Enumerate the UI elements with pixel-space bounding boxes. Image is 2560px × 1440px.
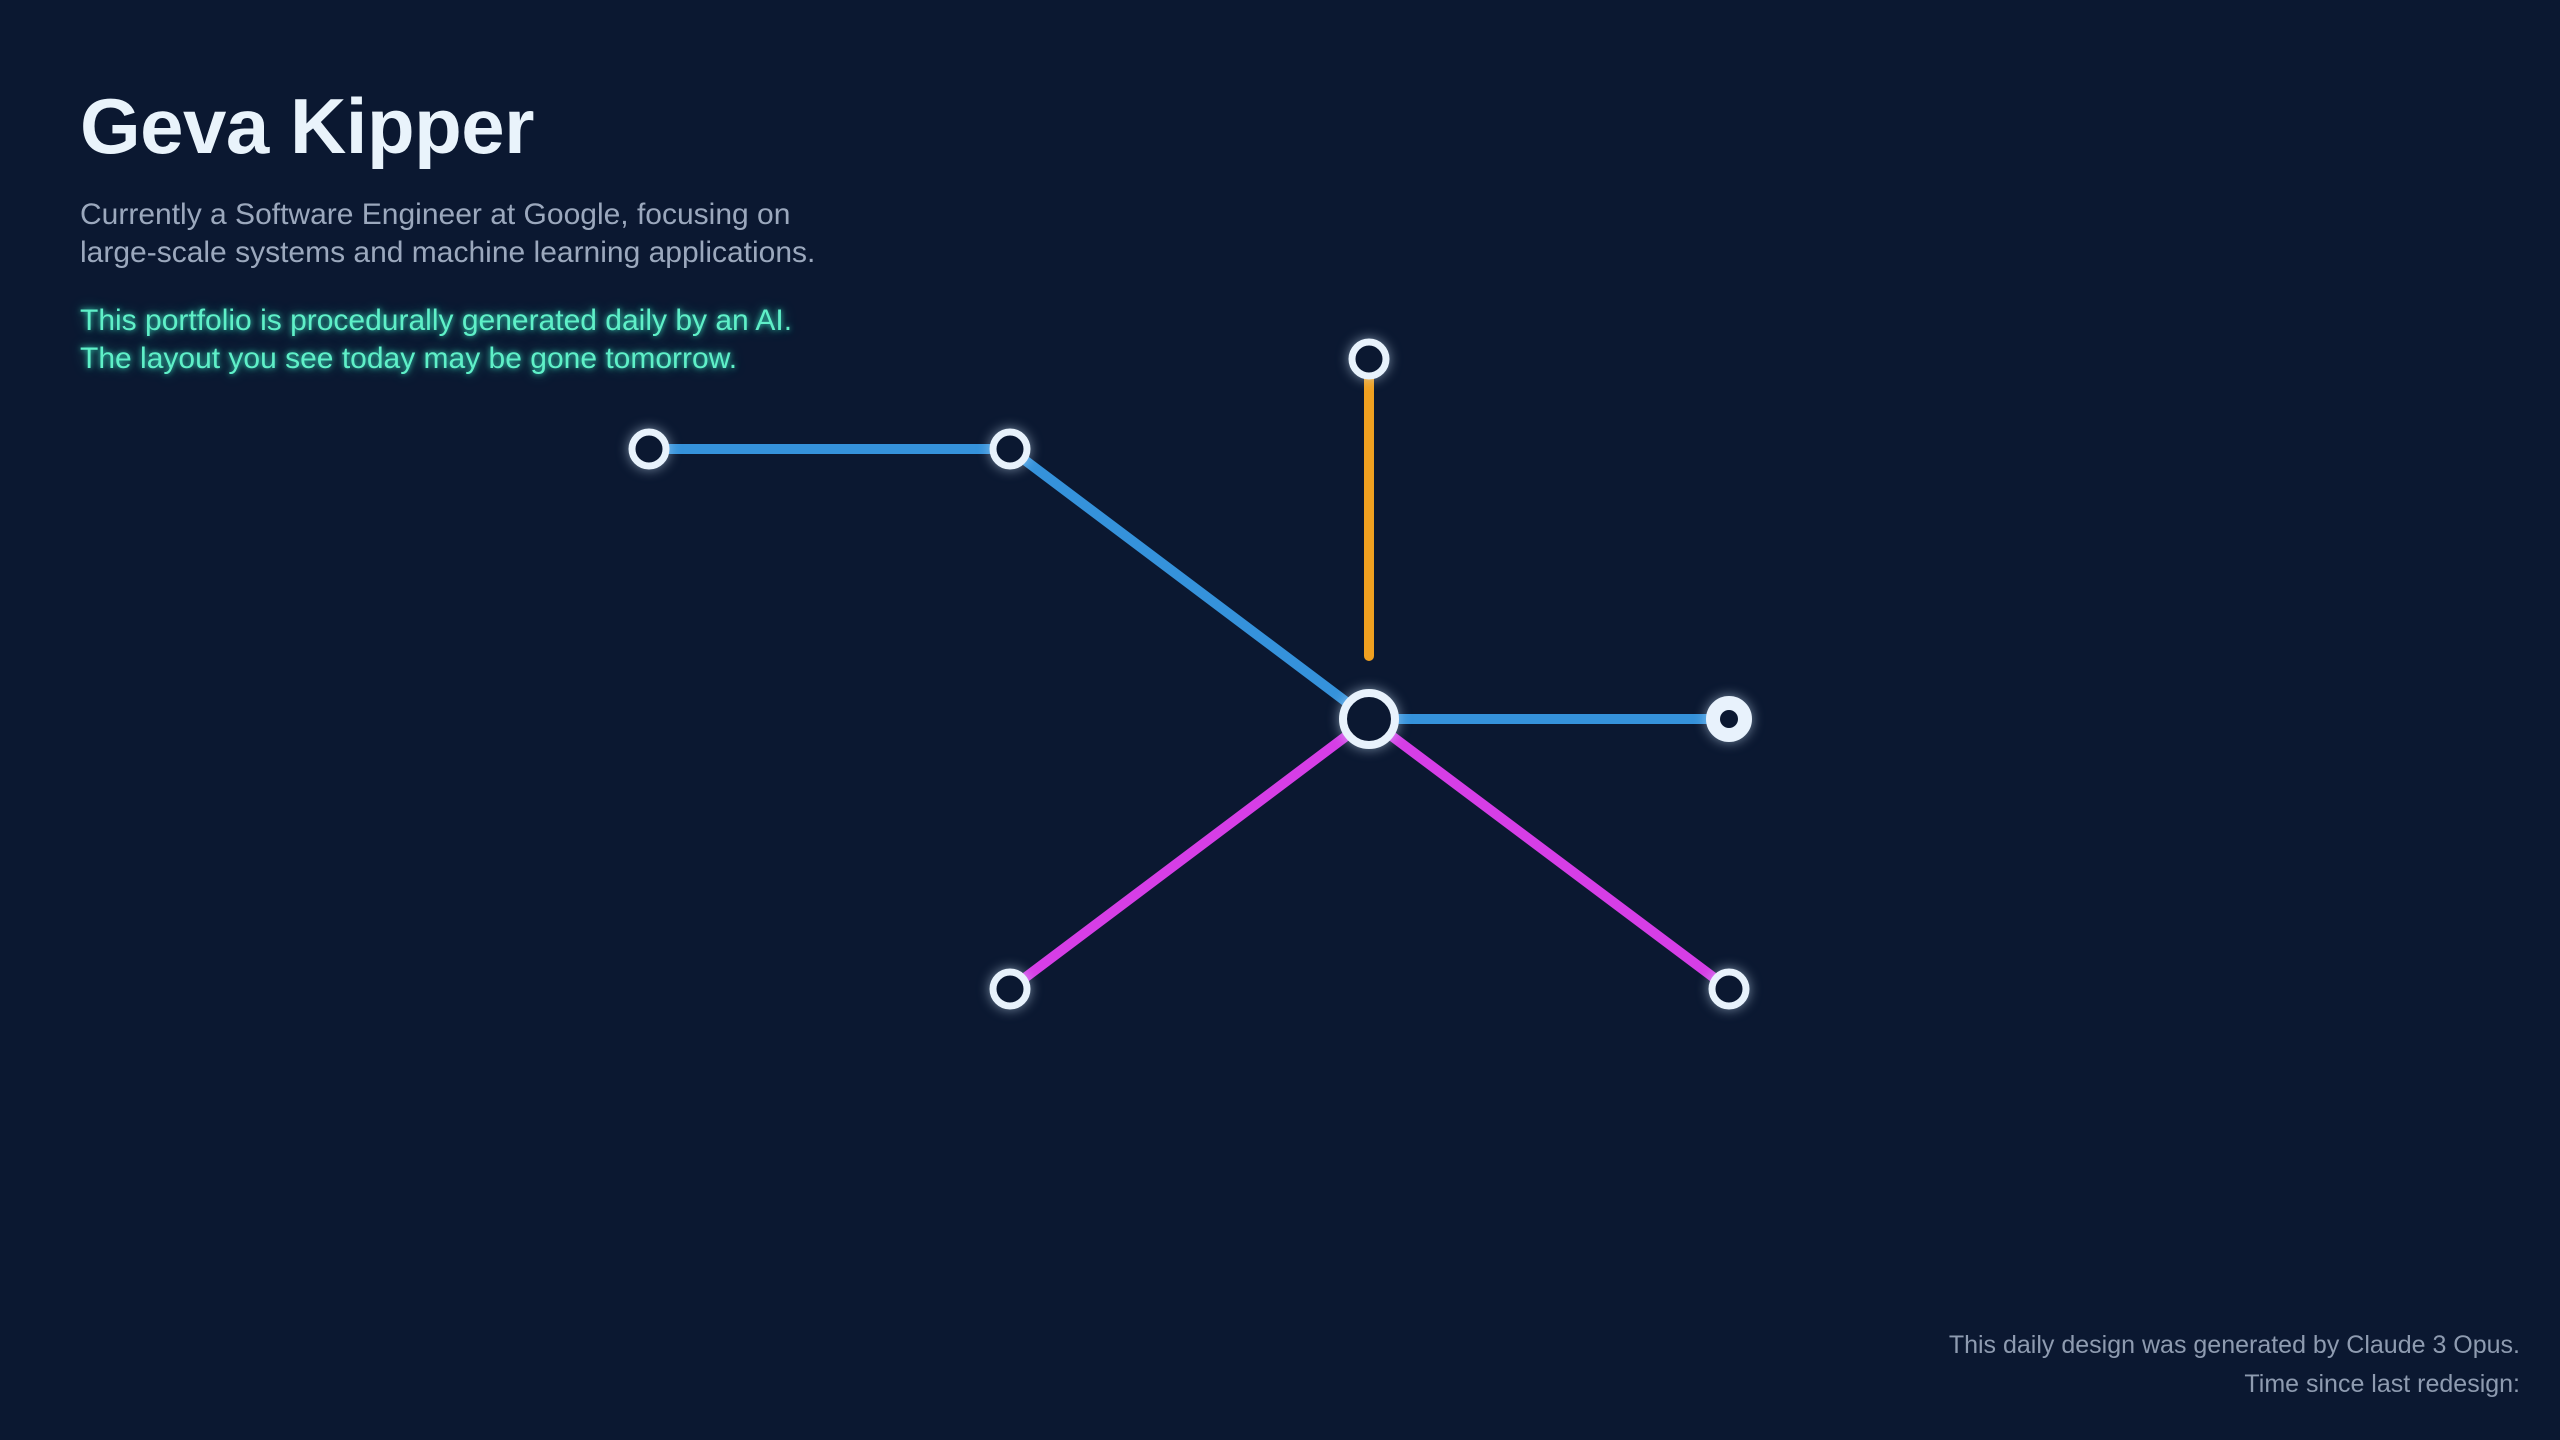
line-blue-diagonal bbox=[1005, 444, 1374, 724]
node-center-hub[interactable] bbox=[1339, 689, 1399, 749]
time-since-redesign: Time since last redesign: bbox=[2244, 1370, 2520, 1398]
bio-line-2: large-scale systems and machine learning… bbox=[80, 236, 816, 269]
footer: This daily design was generated by Claud… bbox=[1949, 1326, 2520, 1404]
bio-line-1: Currently a Software Engineer at Google,… bbox=[80, 198, 791, 231]
generated-by-note: This daily design was generated by Claud… bbox=[1948, 1331, 2520, 1359]
node-far-left[interactable] bbox=[628, 428, 670, 470]
ai-note-line-1: This portfolio is procedurally generated… bbox=[80, 304, 793, 337]
header: Geva Kipper Currently a Software Enginee… bbox=[80, 78, 980, 378]
node-left[interactable] bbox=[989, 428, 1031, 470]
node-top[interactable] bbox=[1348, 338, 1390, 380]
graph-lines bbox=[644, 354, 1734, 994]
ai-note-line-2: The layout you see today may be gone tom… bbox=[80, 342, 738, 375]
bio-description: Currently a Software Engineer at Google,… bbox=[80, 196, 980, 272]
node-bottom-right[interactable] bbox=[1708, 968, 1750, 1010]
ai-generation-note: This portfolio is procedurally generated… bbox=[80, 302, 980, 378]
page-title: Geva Kipper bbox=[80, 82, 535, 170]
graph-nodes[interactable] bbox=[628, 338, 1752, 1010]
line-magenta-bottom-right bbox=[1364, 714, 1734, 994]
node-right-active-dot bbox=[1720, 710, 1738, 728]
line-magenta-bottom-left bbox=[1005, 714, 1374, 994]
node-bottom-left[interactable] bbox=[989, 968, 1031, 1010]
